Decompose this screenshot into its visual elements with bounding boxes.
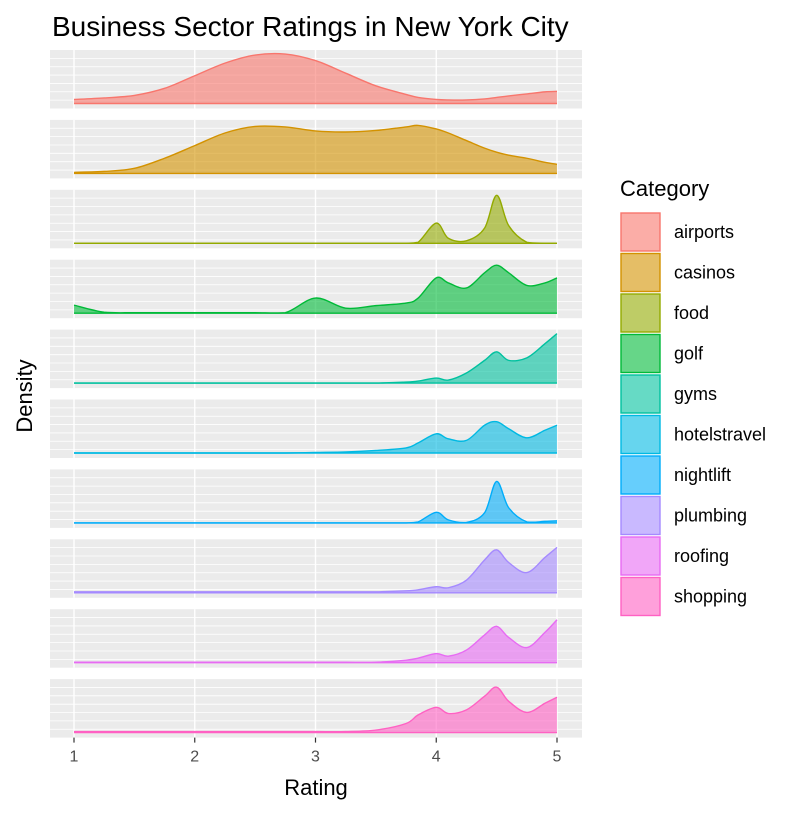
legend-label: gyms bbox=[674, 384, 717, 404]
legend-item-golf: golf bbox=[620, 333, 704, 374]
legend-item-casinos: casinos bbox=[620, 252, 735, 293]
chart-title: Business Sector Ratings in New York City bbox=[52, 11, 569, 42]
legend-label: shopping bbox=[674, 587, 747, 607]
legend-key bbox=[620, 495, 661, 536]
panel-roofing bbox=[50, 609, 582, 668]
density-area-hotelstravel bbox=[74, 421, 557, 453]
legend-key bbox=[620, 293, 661, 333]
legend-items: airports casinos food golf gyms hotelstravel n… bbox=[620, 212, 766, 617]
legend-item-food: food bbox=[620, 293, 709, 333]
legend-item-nightlift: nightlift bbox=[620, 455, 731, 495]
panel-plumbing bbox=[50, 539, 582, 598]
panel-casinos bbox=[50, 119, 582, 179]
legend-key bbox=[620, 333, 661, 374]
density-area-roofing bbox=[74, 619, 557, 663]
legend-label: hotelstravel bbox=[674, 425, 766, 445]
legend-label: nightlift bbox=[674, 465, 731, 485]
legend-key bbox=[620, 576, 661, 617]
density-line-casinos bbox=[73, 124, 558, 174]
legend-key bbox=[620, 414, 661, 455]
legend-item-plumbing: plumbing bbox=[620, 495, 747, 536]
density-line-plumbing bbox=[74, 546, 558, 593]
legend-title: Category bbox=[620, 176, 709, 201]
density-line-airports bbox=[73, 52, 558, 101]
density-line-shopping bbox=[74, 686, 558, 733]
y-axis-title: Density bbox=[12, 359, 37, 432]
density-area-airports bbox=[74, 53, 557, 104]
density-area-gyms bbox=[74, 333, 557, 384]
panels bbox=[50, 50, 582, 738]
density-area-food bbox=[74, 195, 557, 244]
panel-hotelstravel bbox=[50, 399, 582, 458]
x-axis-title: Rating bbox=[284, 775, 348, 800]
panel-food bbox=[50, 189, 582, 249]
x-tick-label: 2 bbox=[190, 749, 199, 766]
legend-item-hotelstravel: hotelstravel bbox=[620, 414, 766, 455]
density-area-casinos bbox=[74, 125, 557, 174]
x-axis: 1 2 3 4 5 bbox=[70, 737, 562, 766]
panel-gyms bbox=[50, 329, 582, 389]
x-tick-label: 1 bbox=[70, 749, 79, 766]
legend-label: golf bbox=[674, 344, 704, 364]
legend-label: casinos bbox=[674, 263, 735, 283]
panel-shopping bbox=[50, 679, 582, 738]
legend-key bbox=[620, 212, 661, 252]
legend-item-airports: airports bbox=[620, 212, 734, 252]
x-tick-label: 4 bbox=[432, 749, 441, 766]
density-area-plumbing bbox=[74, 547, 557, 593]
legend-label: roofing bbox=[674, 546, 729, 566]
legend-key bbox=[620, 536, 661, 576]
legend-key bbox=[620, 252, 661, 293]
legend: Category airports casinos food golf gyms hote… bbox=[620, 176, 766, 617]
legend-item-shopping: shopping bbox=[620, 576, 747, 617]
panel-golf bbox=[50, 259, 582, 319]
panel-nightlift bbox=[50, 469, 582, 528]
legend-key bbox=[620, 455, 661, 495]
density-area-golf bbox=[74, 265, 557, 314]
x-tick-label: 5 bbox=[553, 749, 562, 766]
legend-label: airports bbox=[674, 222, 734, 242]
legend-label: plumbing bbox=[674, 506, 747, 526]
legend-key bbox=[620, 374, 661, 414]
panel-airports bbox=[50, 50, 582, 109]
density-area-shopping bbox=[74, 687, 557, 733]
legend-label: food bbox=[674, 303, 709, 323]
legend-item-gyms: gyms bbox=[620, 374, 717, 414]
legend-item-roofing: roofing bbox=[620, 536, 729, 576]
x-tick-label: 3 bbox=[311, 749, 320, 766]
